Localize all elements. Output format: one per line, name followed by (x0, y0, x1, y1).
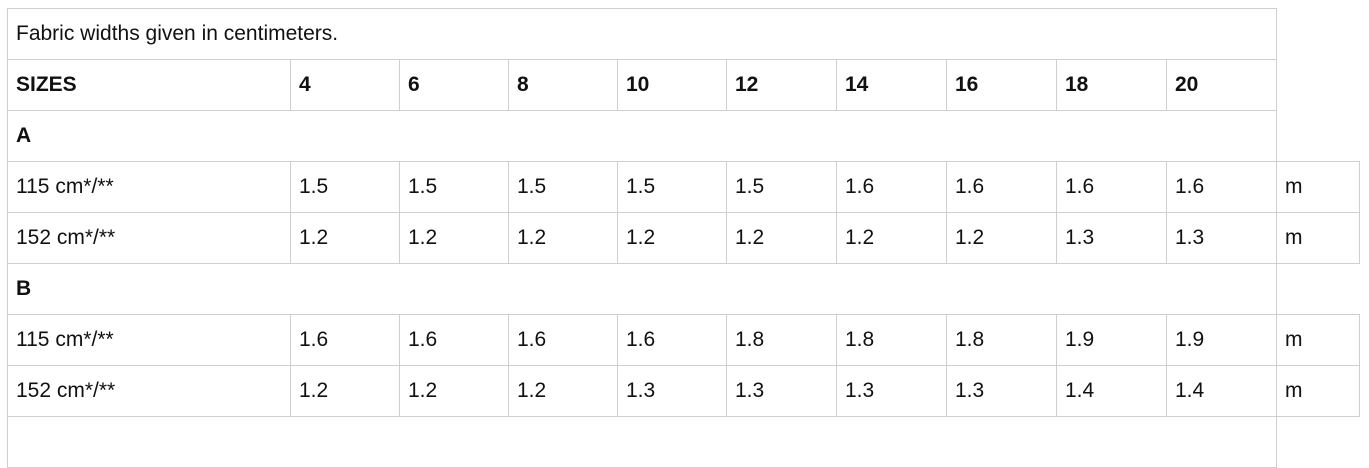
yardage-value: 1.6 (1056, 161, 1167, 213)
yardage-value: 1.2 (617, 212, 727, 264)
header-size: 6 (399, 59, 509, 111)
yardage-value: 1.3 (617, 365, 727, 417)
yardage-value: 1.2 (836, 212, 947, 264)
yardage-value: 1.5 (290, 161, 400, 213)
yardage-value: 1.2 (946, 212, 1057, 264)
fabric-width-label: 115 cm*/** (7, 314, 291, 366)
yardage-value: 1.3 (946, 365, 1057, 417)
yardage-value: 1.3 (1166, 212, 1277, 264)
yardage-value: 1.2 (726, 212, 837, 264)
fabric-width-label: 152 cm*/** (7, 365, 291, 417)
group-heading: B (7, 263, 1277, 315)
yardage-value: 1.5 (399, 161, 509, 213)
yardage-value: 1.4 (1056, 365, 1167, 417)
yardage-value: 1.3 (836, 365, 947, 417)
header-size: 20 (1166, 59, 1277, 111)
yardage-value: 1.9 (1166, 314, 1277, 366)
yardage-value: 1.3 (726, 365, 837, 417)
fabric-width-label: 115 cm*/** (7, 161, 291, 213)
yardage-value: 1.5 (508, 161, 618, 213)
unit-label: m (1276, 314, 1360, 366)
yardage-value: 1.6 (1166, 161, 1277, 213)
header-size: 10 (617, 59, 727, 111)
yardage-value: 1.5 (617, 161, 727, 213)
yardage-value: 1.2 (508, 212, 618, 264)
yardage-value: 1.8 (946, 314, 1057, 366)
yardage-value: 1.8 (726, 314, 837, 366)
yardage-value: 1.6 (946, 161, 1057, 213)
yardage-value: 1.6 (836, 161, 947, 213)
yardage-value: 1.9 (1056, 314, 1167, 366)
unit-label: m (1276, 161, 1360, 213)
yardage-value: 1.2 (290, 365, 400, 417)
unit-label: m (1276, 365, 1360, 417)
header-size: 12 (726, 59, 837, 111)
yardage-value: 1.6 (508, 314, 618, 366)
yardage-value: 1.6 (399, 314, 509, 366)
table-caption: Fabric widths given in centimeters. (7, 8, 1277, 60)
yardage-value: 1.8 (836, 314, 947, 366)
yardage-value: 1.6 (617, 314, 727, 366)
header-size: 16 (946, 59, 1057, 111)
header-size: 14 (836, 59, 947, 111)
unit-label: m (1276, 212, 1360, 264)
yardage-value: 1.2 (399, 212, 509, 264)
yardage-value: 1.2 (508, 365, 618, 417)
yardage-value: 1.3 (1056, 212, 1167, 264)
yardage-value: 1.6 (290, 314, 400, 366)
yardage-value: 1.2 (399, 365, 509, 417)
group-heading: A (7, 110, 1277, 162)
header-size: 18 (1056, 59, 1167, 111)
yardage-value: 1.5 (726, 161, 837, 213)
yardage-value: 1.4 (1166, 365, 1277, 417)
header-size: 8 (508, 59, 618, 111)
header-sizes-label: SIZES (7, 59, 291, 111)
yardage-value: 1.2 (290, 212, 400, 264)
header-size: 4 (290, 59, 400, 111)
fabric-width-label: 152 cm*/** (7, 212, 291, 264)
